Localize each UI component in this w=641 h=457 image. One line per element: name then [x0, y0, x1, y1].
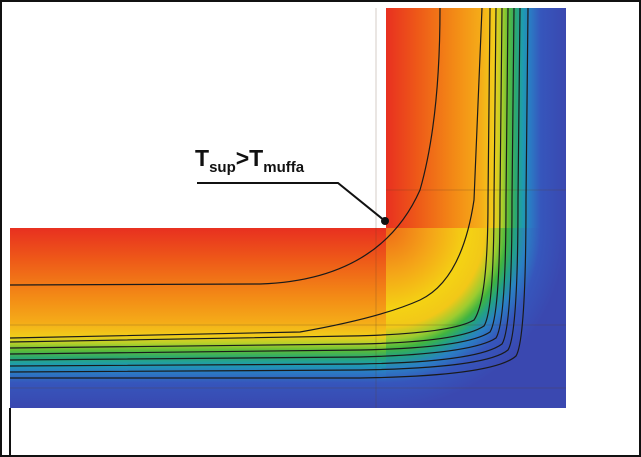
vertical-wall-band [386, 8, 566, 228]
annotation-t1: T [195, 145, 210, 171]
callout-leader [197, 182, 386, 222]
isotherm-lines [9, 7, 529, 379]
mesh-lines [10, 8, 566, 408]
annotation-op: > [235, 145, 250, 171]
horizontal-wall-band [10, 228, 386, 408]
annotation-sub1: sup [209, 159, 236, 176]
surface-temp-annotation: Tsup>Tmuffa [195, 145, 304, 176]
callout-marker [381, 217, 389, 225]
annotation-sub2: muffa [263, 159, 305, 176]
annotation-t2: T [249, 145, 264, 171]
corner-region [386, 228, 566, 408]
